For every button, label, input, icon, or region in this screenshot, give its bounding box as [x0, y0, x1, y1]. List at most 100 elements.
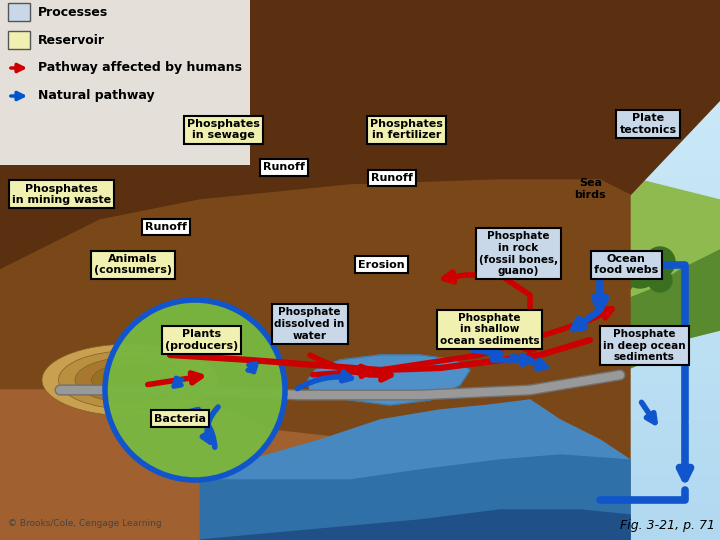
Bar: [0, 232, 720, 238]
Bar: [0, 21, 720, 27]
Bar: [0, 518, 720, 524]
Polygon shape: [308, 355, 470, 405]
Text: Phosphates
in mining waste: Phosphates in mining waste: [12, 184, 111, 205]
Text: Runoff: Runoff: [264, 163, 305, 172]
Bar: [0, 91, 720, 97]
Text: Phosphate
dissolved in
water: Phosphate dissolved in water: [274, 307, 345, 341]
Bar: [0, 226, 720, 232]
Bar: [0, 167, 720, 173]
Bar: [0, 329, 720, 335]
Bar: [0, 194, 720, 200]
Text: Animals
(consumers): Animals (consumers): [94, 254, 172, 275]
Bar: [0, 113, 720, 119]
Bar: [0, 383, 720, 389]
Bar: [0, 10, 720, 16]
Bar: [0, 199, 720, 205]
Bar: [0, 129, 720, 135]
Polygon shape: [200, 455, 630, 540]
Bar: [0, 345, 720, 351]
Bar: [0, 512, 720, 518]
Bar: [0, 523, 720, 529]
Circle shape: [582, 267, 618, 303]
Bar: [0, 442, 720, 448]
Bar: [0, 264, 720, 270]
Bar: [0, 32, 720, 38]
Bar: [0, 43, 720, 49]
Bar: [0, 248, 720, 254]
Bar: [0, 502, 720, 508]
Text: Erosion: Erosion: [359, 260, 405, 269]
Polygon shape: [200, 510, 630, 540]
Bar: [0, 394, 720, 400]
Bar: [0, 145, 720, 151]
Bar: [0, 469, 720, 475]
Text: Runoff: Runoff: [372, 173, 413, 183]
Circle shape: [485, 305, 515, 335]
Bar: [0, 318, 720, 324]
FancyBboxPatch shape: [8, 3, 30, 21]
Bar: [0, 323, 720, 329]
Bar: [0, 253, 720, 259]
Bar: [0, 367, 720, 373]
Bar: [0, 210, 720, 216]
Bar: [0, 59, 720, 65]
Bar: [0, 242, 720, 248]
Bar: [0, 448, 720, 454]
Bar: [0, 491, 720, 497]
Circle shape: [548, 288, 572, 312]
Bar: [0, 124, 720, 130]
Bar: [0, 205, 720, 211]
Bar: [0, 80, 720, 86]
Polygon shape: [185, 170, 720, 440]
Bar: [0, 377, 720, 383]
Bar: [0, 415, 720, 421]
Text: Bacteria: Bacteria: [154, 414, 206, 423]
Bar: [0, 188, 720, 194]
Bar: [0, 269, 720, 275]
Bar: [0, 53, 720, 59]
Bar: [0, 496, 720, 502]
Bar: [0, 507, 720, 513]
Bar: [0, 259, 720, 265]
Circle shape: [605, 263, 635, 293]
Bar: [0, 221, 720, 227]
Bar: [0, 356, 720, 362]
Bar: [0, 334, 720, 340]
Bar: [0, 529, 720, 535]
Bar: [0, 75, 720, 81]
Text: Phosphates
in sewage: Phosphates in sewage: [186, 119, 260, 140]
Text: Phosphate
in shallow
ocean sediments: Phosphate in shallow ocean sediments: [440, 313, 539, 346]
Bar: [0, 485, 720, 491]
Bar: [0, 215, 720, 221]
Text: Phosphates
in fertilizer: Phosphates in fertilizer: [370, 119, 444, 140]
Bar: [0, 26, 720, 32]
Ellipse shape: [75, 357, 185, 402]
Bar: [0, 156, 720, 162]
Bar: [0, 313, 720, 319]
Bar: [0, 118, 720, 124]
Bar: [0, 340, 720, 346]
Bar: [0, 5, 720, 11]
Polygon shape: [0, 0, 720, 270]
Bar: [0, 480, 720, 486]
Bar: [0, 475, 720, 481]
Ellipse shape: [58, 351, 202, 409]
Text: Runoff: Runoff: [145, 222, 186, 232]
Bar: [0, 426, 720, 432]
Text: Ocean
food webs: Ocean food webs: [594, 254, 659, 275]
Circle shape: [105, 300, 285, 480]
Text: © Brooks/Cole, Cengage Learning: © Brooks/Cole, Cengage Learning: [8, 519, 161, 528]
Text: Processes: Processes: [38, 5, 108, 18]
Bar: [0, 70, 720, 76]
Bar: [0, 458, 720, 464]
Bar: [0, 161, 720, 167]
Bar: [0, 453, 720, 459]
Circle shape: [645, 247, 675, 277]
Text: Reservoir: Reservoir: [38, 33, 105, 46]
Bar: [0, 350, 720, 356]
Bar: [0, 97, 720, 103]
Bar: [0, 178, 720, 184]
Bar: [0, 280, 720, 286]
Text: Pathway affected by humans: Pathway affected by humans: [38, 62, 242, 75]
Bar: [0, 172, 720, 178]
